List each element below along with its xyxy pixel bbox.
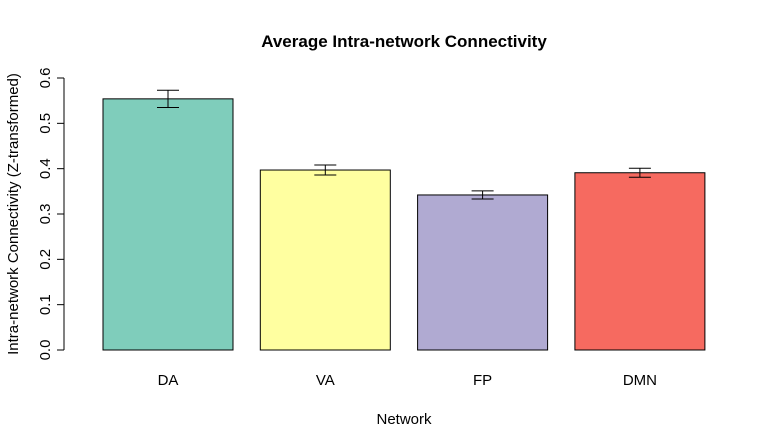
error-bar-dmn <box>628 167 651 178</box>
bar-da <box>102 98 234 351</box>
y-axis-label: Intra-network Connectivity (Z-transforme… <box>5 73 22 355</box>
y-tick-label: 0.6 <box>37 68 54 89</box>
y-axis: 0.0 0.1 0.2 0.3 0.4 0.5 0.6 <box>37 68 65 361</box>
error-bar-fp <box>471 190 494 200</box>
y-tick-label: 0.2 <box>37 249 54 270</box>
error-bars-group <box>157 89 651 200</box>
y-tick-label: 0.3 <box>37 204 54 225</box>
error-bar-va <box>314 164 337 176</box>
error-bar-da <box>157 89 179 108</box>
x-tick-labels: DA VA FP DMN <box>158 372 657 389</box>
y-tick-label: 0.0 <box>37 340 54 361</box>
bar-va <box>259 169 391 351</box>
y-tick-label: 0.5 <box>37 113 54 134</box>
x-tick-label-va: VA <box>316 372 335 389</box>
bar-fp <box>417 194 549 351</box>
x-tick-label-fp: FP <box>473 372 492 389</box>
y-tick-label: 0.1 <box>37 294 54 315</box>
bars-group <box>102 98 706 351</box>
y-tick-label: 0.4 <box>37 158 54 179</box>
chart-title: Average Intra-network Connectivity <box>261 32 547 51</box>
x-tick-label-dmn: DMN <box>623 372 657 389</box>
bar-dmn <box>574 172 706 351</box>
x-axis-label: Network <box>376 411 432 428</box>
x-tick-label-da: DA <box>158 372 179 389</box>
